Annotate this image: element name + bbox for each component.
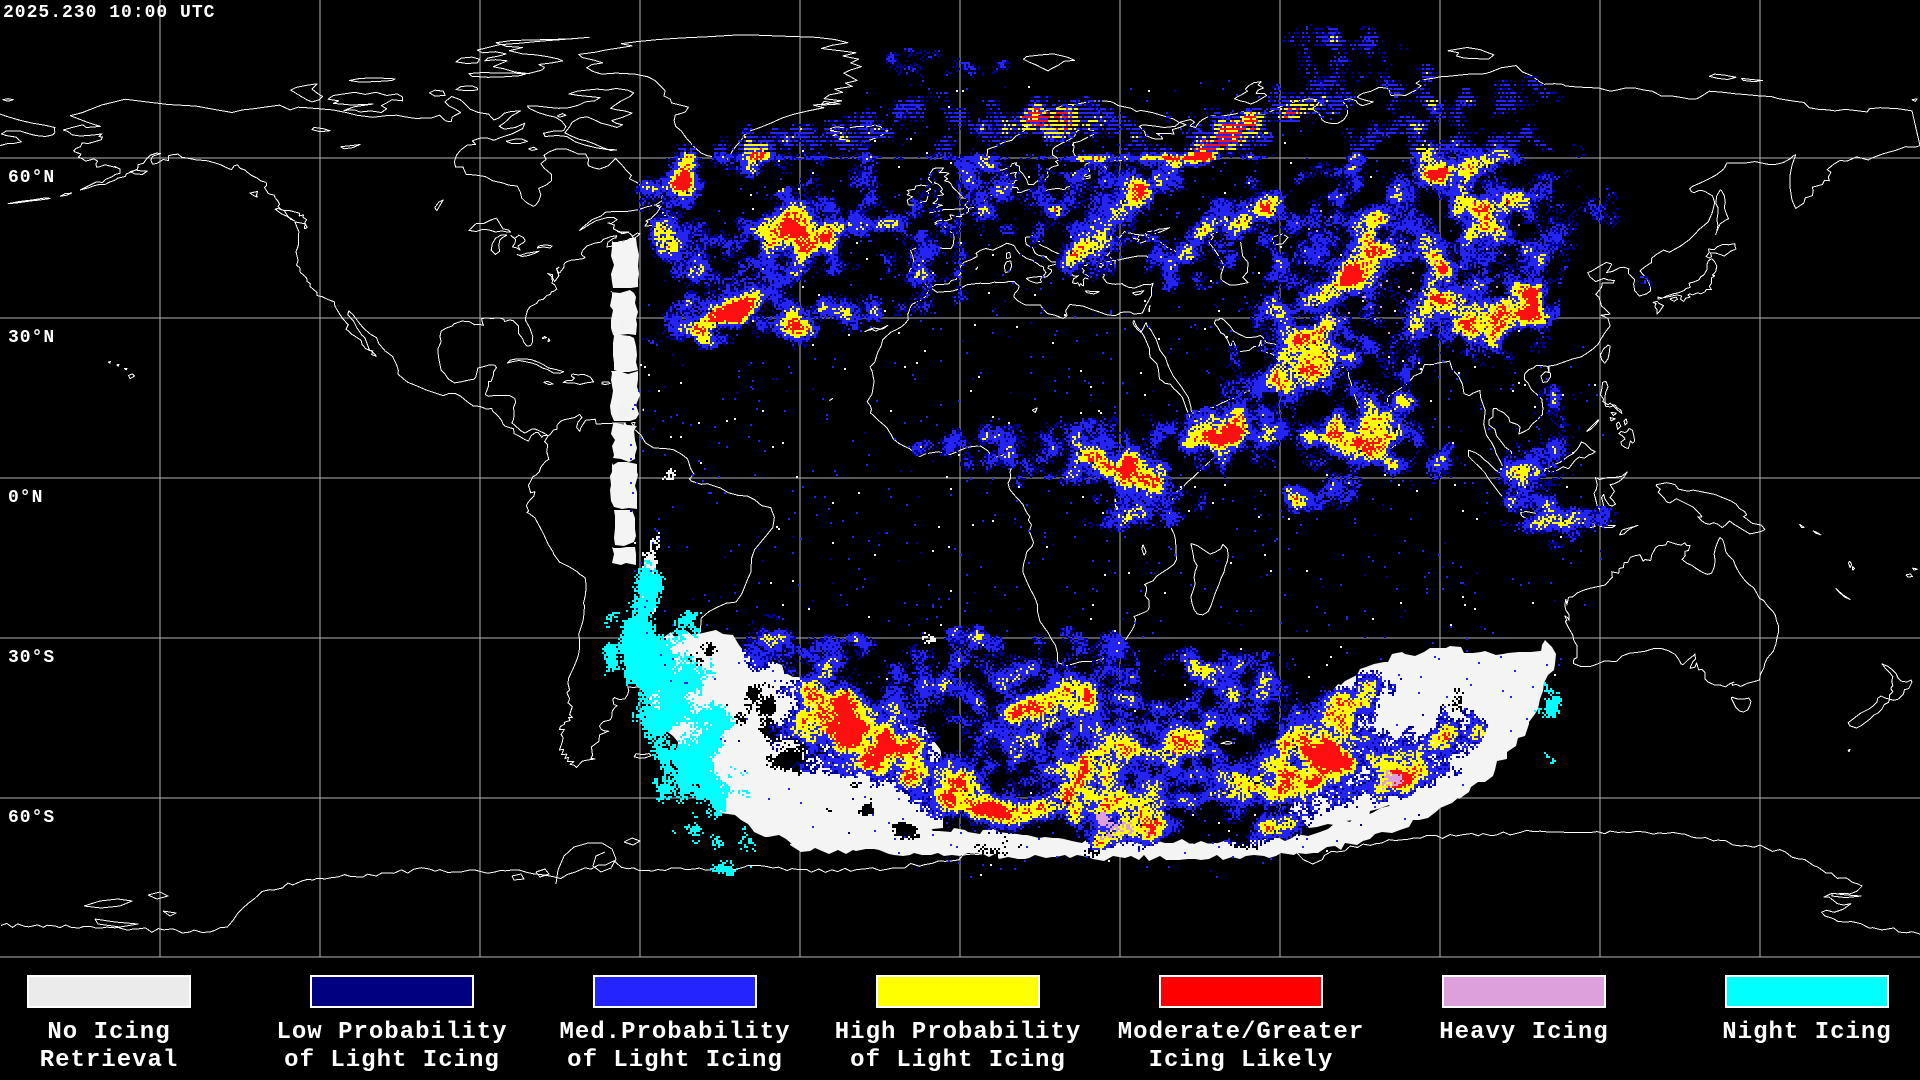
svg-text:No Icing: No Icing [47,1019,170,1046]
svg-text:Low Probability: Low Probability [276,1019,507,1046]
svg-text:Heavy Icing: Heavy Icing [1439,1019,1608,1046]
svg-text:30°S: 30°S [8,648,55,668]
svg-text:0°N: 0°N [8,488,43,508]
svg-text:Moderate/Greater: Moderate/Greater [1118,1019,1364,1046]
svg-text:60°N: 60°N [8,168,55,188]
svg-text:60°S: 60°S [8,808,55,828]
svg-text:Night Icing: Night Icing [1722,1019,1891,1046]
svg-text:Med.Probability: Med.Probability [559,1019,790,1046]
svg-text:of Light Icing: of Light Icing [284,1047,500,1074]
svg-text:Retrieval: Retrieval [40,1047,179,1074]
svg-text:of Light Icing: of Light Icing [567,1047,783,1074]
svg-text:of Light Icing: of Light Icing [850,1047,1066,1074]
svg-text:2025.230 10:00 UTC: 2025.230 10:00 UTC [3,3,215,23]
svg-text:30°N: 30°N [8,328,55,348]
svg-text:Icing Likely: Icing Likely [1149,1047,1334,1074]
svg-text:High Probability: High Probability [835,1019,1081,1046]
